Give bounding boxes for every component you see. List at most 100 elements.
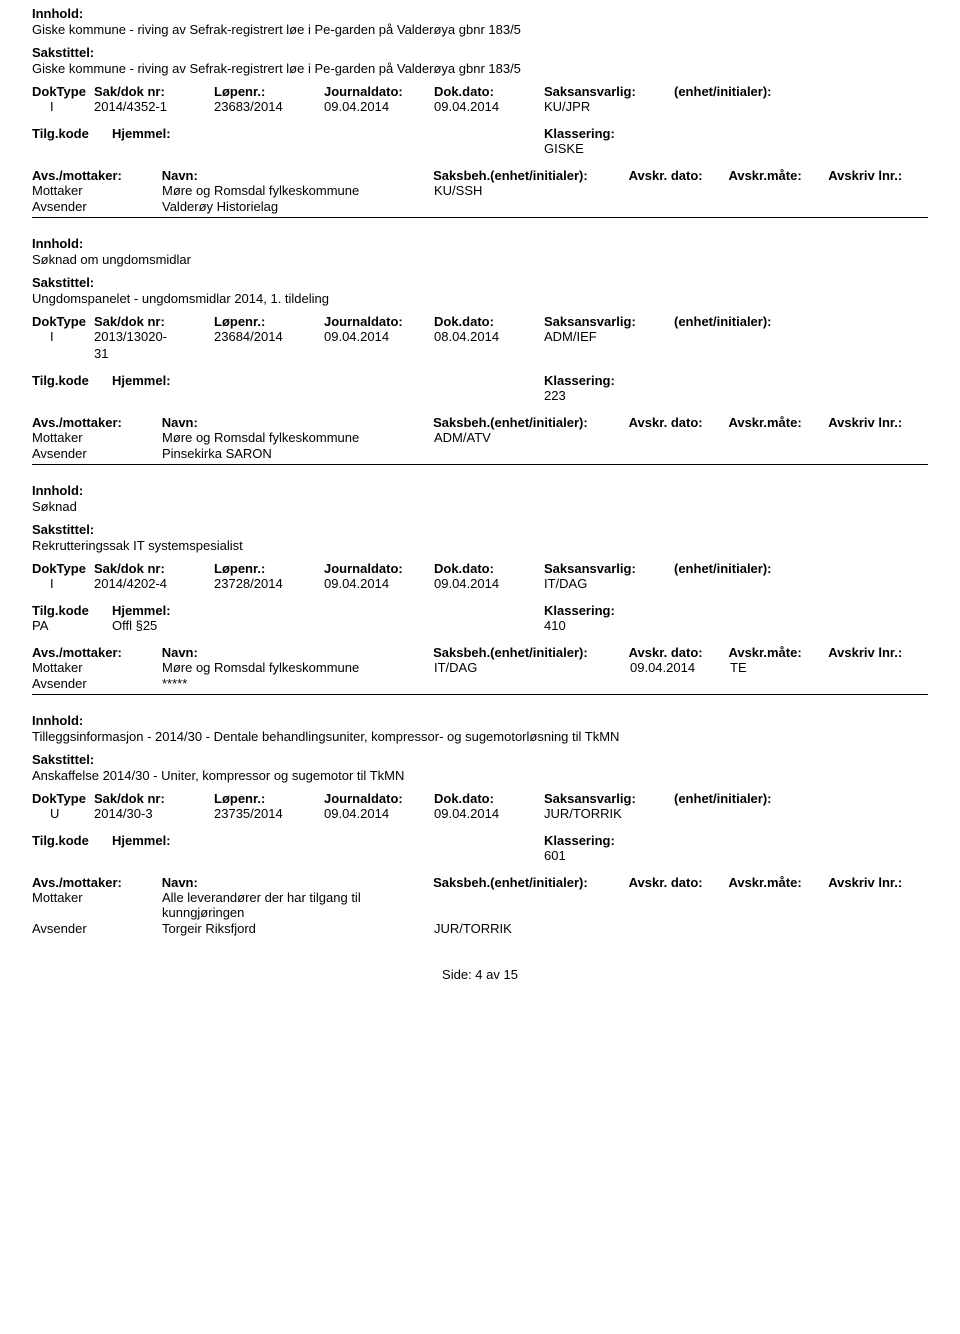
doc-columns-data: I2014/4202-423728/201409.04.201409.04.20… xyxy=(32,576,928,591)
doc-columns-data-line2: 31 xyxy=(32,346,928,361)
party-row: AvsenderTorgeir RiksfjordJUR/TORRIK xyxy=(32,921,928,936)
column-header: DokType xyxy=(32,791,94,806)
column-header: Avs./mottaker: xyxy=(32,168,162,183)
sakstittel-value: Giske kommune - riving av Sefrak-registr… xyxy=(32,61,928,76)
hjemmel-header: Tilg.kodeHjemmel:Klassering: xyxy=(32,373,928,388)
innhold-value: Giske kommune - riving av Sefrak-registr… xyxy=(32,22,928,37)
party-cell xyxy=(730,676,830,691)
party-cell: Avsender xyxy=(32,921,162,936)
party-cell: KU/SSH xyxy=(434,183,630,198)
party-row: AvsenderPinsekirka SARON xyxy=(32,446,928,461)
party-cell xyxy=(630,446,730,461)
column-header: Navn: xyxy=(162,645,433,660)
innhold-label: Innhold: xyxy=(32,236,928,251)
innhold-label: Innhold: xyxy=(32,713,928,728)
column-header: Avskriv lnr.: xyxy=(828,415,928,430)
sakstittel-label: Sakstittel: xyxy=(32,522,928,537)
hjemmel-header: Tilg.kodeHjemmel:Klassering: xyxy=(32,603,928,618)
party-cell xyxy=(630,199,730,214)
column-value: 08.04.2014 xyxy=(434,329,544,344)
party-cell xyxy=(730,446,830,461)
column-value: 31 xyxy=(94,346,214,361)
column-header: Journaldato: xyxy=(324,561,434,576)
party-cell xyxy=(630,430,730,445)
column-header: Saksbeh.(enhet/initialer): xyxy=(433,415,629,430)
column-value: 601 xyxy=(544,848,844,863)
column-value: 2014/30-3 xyxy=(94,806,214,821)
party-cell: Møre og Romsdal fylkeskommune xyxy=(162,183,434,198)
avs-header: Avs./mottaker:Navn:Saksbeh.(enhet/initia… xyxy=(32,875,928,890)
party-cell xyxy=(434,890,630,920)
column-header: Sak/dok nr: xyxy=(94,791,214,806)
column-value: 09.04.2014 xyxy=(434,99,544,114)
column-header: Klassering: xyxy=(544,603,844,618)
record: Innhold:Giske kommune - riving av Sefrak… xyxy=(32,6,928,218)
column-value xyxy=(112,848,544,863)
column-header: Navn: xyxy=(162,415,433,430)
column-header: Saksansvarlig: xyxy=(544,791,674,806)
column-header: Journaldato: xyxy=(324,791,434,806)
hjemmel-data: PAOffl §25410 xyxy=(32,618,928,633)
column-header: Saksbeh.(enhet/initialer): xyxy=(433,875,629,890)
sakstittel-label: Sakstittel: xyxy=(32,275,928,290)
avs-header: Avs./mottaker:Navn:Saksbeh.(enhet/initia… xyxy=(32,415,928,430)
doc-columns-header: DokTypeSak/dok nr:Løpenr.:Journaldato:Do… xyxy=(32,84,928,99)
column-value xyxy=(32,346,94,361)
party-cell: IT/DAG xyxy=(434,660,630,675)
avs-header: Avs./mottaker:Navn:Saksbeh.(enhet/initia… xyxy=(32,645,928,660)
column-header: Klassering: xyxy=(544,126,844,141)
doc-columns-header: DokTypeSak/dok nr:Løpenr.:Journaldato:Do… xyxy=(32,561,928,576)
column-header: Avskr. dato: xyxy=(629,415,729,430)
party-cell xyxy=(730,890,830,920)
column-header: Avskr.måte: xyxy=(728,168,828,183)
column-header: Avskr. dato: xyxy=(629,875,729,890)
column-header: (enhet/initialer): xyxy=(674,84,834,99)
hjemmel-header: Tilg.kodeHjemmel:Klassering: xyxy=(32,833,928,848)
column-header: Avskriv lnr.: xyxy=(828,875,928,890)
column-header: Saksansvarlig: xyxy=(544,561,674,576)
column-header: Tilg.kode xyxy=(32,603,112,618)
column-header: Avskr. dato: xyxy=(629,645,729,660)
party-cell xyxy=(434,676,630,691)
column-value: U xyxy=(32,806,94,821)
column-value: I xyxy=(32,99,94,114)
party-cell: ***** xyxy=(162,676,434,691)
doc-columns-header: DokTypeSak/dok nr:Løpenr.:Journaldato:Do… xyxy=(32,791,928,806)
party-cell xyxy=(730,921,830,936)
column-value: ADM/IEF xyxy=(544,329,674,344)
sakstittel-value: Anskaffelse 2014/30 - Uniter, kompressor… xyxy=(32,768,928,783)
column-value: I xyxy=(32,329,94,344)
column-header: Hjemmel: xyxy=(112,373,544,388)
party-row: MottakerMøre og Romsdal fylkeskommuneKU/… xyxy=(32,183,928,198)
column-header: DokType xyxy=(32,561,94,576)
column-header: Sak/dok nr: xyxy=(94,561,214,576)
party-cell xyxy=(434,199,630,214)
column-header: Løpenr.: xyxy=(214,84,324,99)
party-row: AvsenderValderøy Historielag xyxy=(32,199,928,214)
doc-columns-data: U2014/30-323735/201409.04.201409.04.2014… xyxy=(32,806,928,821)
party-cell: Avsender xyxy=(32,199,162,214)
party-cell xyxy=(730,430,830,445)
doc-columns-header: DokTypeSak/dok nr:Løpenr.:Journaldato:Do… xyxy=(32,314,928,329)
column-header: Navn: xyxy=(162,168,433,183)
party-cell xyxy=(730,199,830,214)
party-row: MottakerAlle leverandører der har tilgan… xyxy=(32,890,928,920)
innhold-value: Søknad om ungdomsmidlar xyxy=(32,252,928,267)
column-header: Avskr. dato: xyxy=(629,168,729,183)
party-cell: Torgeir Riksfjord xyxy=(162,921,434,936)
party-cell: ADM/ATV xyxy=(434,430,630,445)
column-value: 09.04.2014 xyxy=(434,576,544,591)
column-header: Saksansvarlig: xyxy=(544,314,674,329)
column-header: Sak/dok nr: xyxy=(94,314,214,329)
column-header: Dok.dato: xyxy=(434,84,544,99)
column-value xyxy=(112,388,544,403)
party-cell xyxy=(434,446,630,461)
column-header: Løpenr.: xyxy=(214,314,324,329)
hjemmel-data: 601 xyxy=(32,848,928,863)
column-header: Dok.dato: xyxy=(434,314,544,329)
party-cell: Mottaker xyxy=(32,660,162,675)
party-cell: TE xyxy=(730,660,830,675)
innhold-label: Innhold: xyxy=(32,483,928,498)
party-cell: Mottaker xyxy=(32,183,162,198)
column-header: DokType xyxy=(32,314,94,329)
